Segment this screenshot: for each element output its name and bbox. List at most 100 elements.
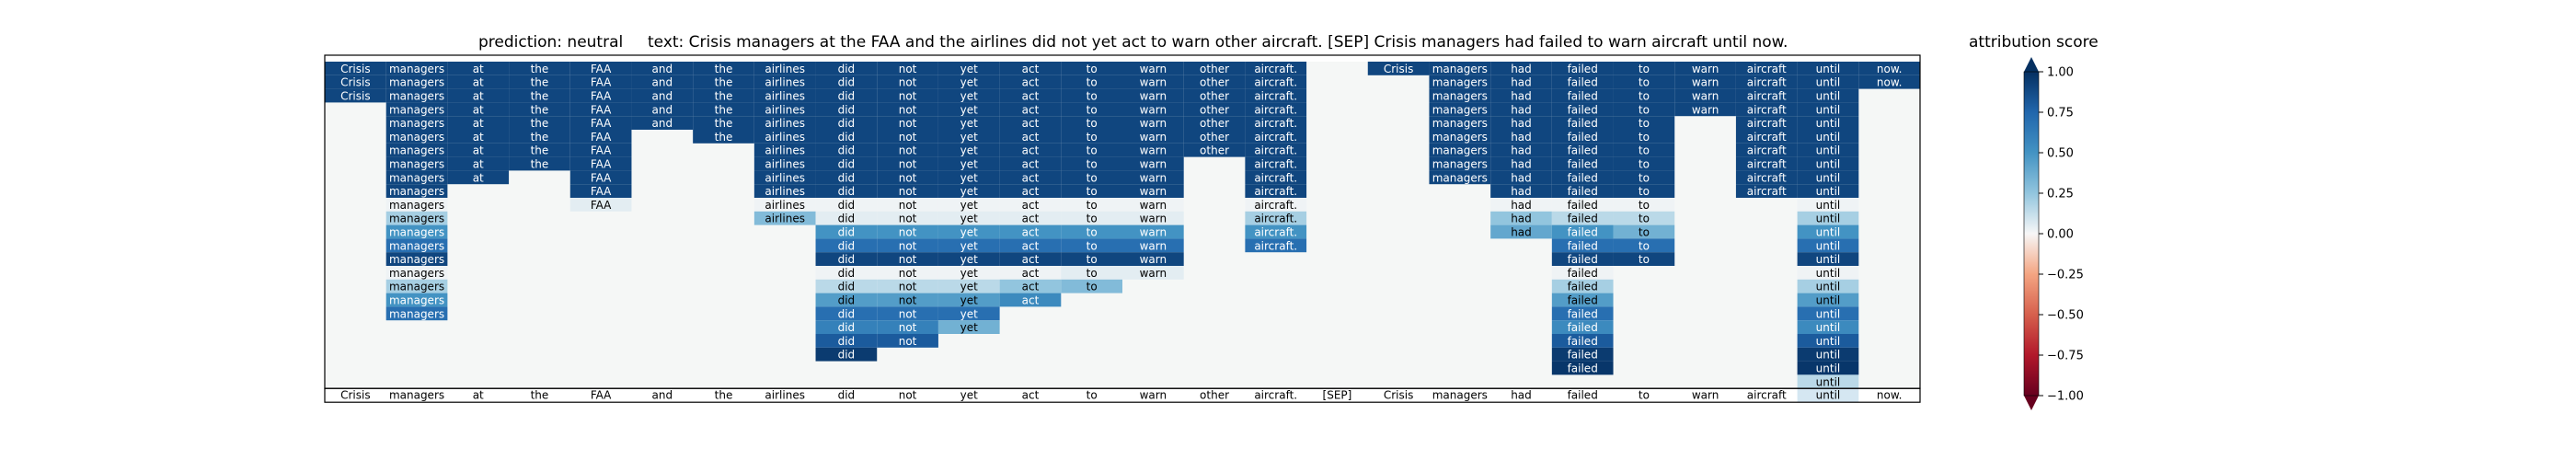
heatmap-cell-label: to: [1639, 63, 1650, 75]
heatmap-cell-label: airlines: [765, 90, 805, 103]
heatmap-cell-label: aircraft.: [1254, 117, 1297, 130]
heatmap-cell: [1367, 62, 1430, 75]
heatmap-cell-label: the: [531, 63, 549, 75]
heatmap-cell: [815, 334, 878, 348]
heatmap-cell-label: to: [1087, 199, 1098, 212]
heatmap-cell: [877, 198, 938, 212]
token-axis-row: [325, 388, 1920, 403]
heatmap-cell: [999, 143, 1062, 157]
heatmap-cell-label: failed: [1568, 199, 1598, 212]
token-axis-label: managers: [1432, 389, 1488, 402]
heatmap-cell-label: yet: [960, 239, 978, 252]
heatmap-cell-label: did: [838, 321, 856, 334]
heatmap-cell: [937, 252, 1000, 266]
heatmap-cell: [937, 293, 1000, 307]
heatmap-cell: [1735, 156, 1798, 171]
heatmap-cell-label: to: [1087, 131, 1098, 144]
heatmap-cell-label: aircraft.: [1254, 213, 1297, 225]
heatmap-cell: [815, 238, 878, 253]
heatmap-cell: [937, 238, 1000, 253]
heatmap-cell-label: warn: [1692, 90, 1719, 103]
heatmap-cell-label: warn: [1140, 90, 1167, 103]
heatmap-cell-label: aircraft.: [1254, 185, 1297, 198]
heatmap-cell: [569, 62, 632, 75]
heatmap-cell-label: managers: [1432, 90, 1488, 103]
heatmap-cell-label: the: [531, 90, 549, 103]
heatmap-cell-label: failed: [1568, 90, 1598, 103]
heatmap-cell: [1613, 184, 1675, 198]
heatmap-cell-label: until: [1816, 144, 1841, 157]
heatmap-cell-label: managers: [389, 253, 444, 266]
colorbar-tick-label: 0.00: [2047, 228, 2074, 242]
heatmap-cell: [1551, 156, 1614, 171]
heatmap-cell: [753, 156, 816, 171]
heatmap-cell-label: and: [652, 117, 673, 130]
heatmap-cell: [385, 62, 448, 75]
heatmap-cell: [1797, 211, 1859, 225]
heatmap-cell: [753, 116, 816, 130]
heatmap-cell-label: act: [1022, 239, 1040, 252]
heatmap-cell-label: managers: [389, 103, 444, 116]
heatmap-cell: [815, 266, 878, 280]
heatmap-cell: [509, 102, 570, 117]
heatmap-cell-label: not: [899, 253, 917, 266]
heatmap-cell-label: until: [1816, 321, 1841, 334]
heatmap-cell: [999, 211, 1062, 225]
heatmap-cell: [1490, 88, 1552, 103]
heatmap-cell-label: at: [473, 90, 484, 103]
heatmap-cell-label: aircraft: [1747, 90, 1787, 103]
heatmap-cell: [999, 279, 1062, 293]
heatmap-cell: [569, 143, 632, 157]
heatmap-cell-label: to: [1639, 213, 1650, 225]
heatmap-cell-label: failed: [1568, 171, 1598, 184]
heatmap-cell-label: had: [1511, 158, 1532, 171]
heatmap-cell: [569, 116, 632, 130]
heatmap-cell: [1122, 143, 1184, 157]
heatmap-cell: [877, 306, 938, 321]
heatmap-cell: [385, 88, 448, 103]
heatmap-cell-label: did: [838, 103, 856, 116]
heatmap-cell: [1061, 116, 1122, 130]
heatmap-cell: [1245, 116, 1307, 130]
heatmap-cell-label: until: [1816, 158, 1841, 171]
heatmap-cell: [631, 116, 694, 130]
token-axis-label: the: [531, 389, 549, 402]
heatmap-cell-label: aircraft: [1747, 185, 1787, 198]
heatmap-cell: [1490, 170, 1552, 185]
heatmap-cell: [569, 184, 632, 198]
token-axis-label: not: [899, 389, 917, 402]
heatmap-cell: [815, 75, 878, 89]
heatmap-cell-label: act: [1022, 90, 1040, 103]
heatmap-cell-label: not: [899, 226, 917, 239]
heatmap-cell: [569, 102, 632, 117]
heatmap-cell: [937, 184, 1000, 198]
heatmap-cell-label: to: [1639, 76, 1650, 89]
heatmap-cell: [815, 143, 878, 157]
heatmap-cell: [1797, 361, 1859, 375]
heatmap-cell: [1797, 75, 1859, 89]
heatmap-cell: [1613, 62, 1675, 75]
heatmap-cell: [1245, 238, 1307, 253]
heatmap-cell: [937, 211, 1000, 225]
heatmap-cell: [1613, 170, 1675, 185]
heatmap-cell: [569, 130, 632, 144]
heatmap-cell-label: yet: [960, 226, 978, 239]
heatmap-cell-label: to: [1087, 267, 1098, 280]
heatmap-cell: [631, 62, 694, 75]
heatmap-cell: [1245, 102, 1307, 117]
heatmap-cell: [1551, 320, 1614, 334]
colorbar-tick-label: 0.50: [2047, 147, 2074, 161]
heatmap-cell-label: did: [838, 281, 856, 293]
heatmap-cell-label: managers: [389, 144, 444, 157]
heatmap-cell-label: failed: [1568, 103, 1598, 116]
heatmap-cell-label: act: [1022, 294, 1040, 307]
heatmap-cell-label: warn: [1140, 158, 1167, 171]
heatmap-cell-label: managers: [389, 90, 444, 103]
heatmap-cell-label: until: [1816, 117, 1841, 130]
heatmap-cell-label: managers: [389, 76, 444, 89]
heatmap-cell-label: and: [652, 103, 673, 116]
heatmap-cell: [509, 62, 570, 75]
heatmap-cell-label: managers: [389, 171, 444, 184]
heatmap-cell: [937, 130, 1000, 144]
heatmap-cell: [631, 88, 694, 103]
